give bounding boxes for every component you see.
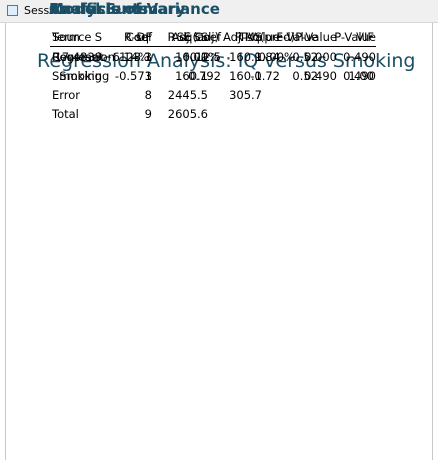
output-title: Regression Analysis: IQ versus Smoking — [37, 50, 416, 72]
table-cell: 6.14% — [112, 49, 149, 64]
table-cell: 160.1 — [229, 68, 262, 83]
table-cell: 0.490 — [343, 68, 376, 83]
column-header: T-Value — [221, 27, 280, 47]
table-cell: 0.52 — [292, 68, 318, 83]
table-cell: 2605.6 — [167, 106, 208, 121]
table-cell: Smoking — [52, 68, 110, 83]
table-cell: Constant — [52, 49, 104, 64]
session-frame — [5, 23, 433, 460]
section-heading: Analysis of Variance — [49, 0, 220, 18]
table-cell: 160.1 — [175, 49, 208, 64]
table-cell: 2445.5 — [167, 87, 208, 102]
table-cell — [262, 85, 318, 104]
table-cell: 0.52 — [292, 49, 318, 64]
table-cell: 9.84 — [254, 49, 280, 64]
table-cell: 160.1 — [229, 49, 262, 64]
table-cell: 0.490 — [304, 68, 337, 83]
table-cell: Total — [52, 106, 79, 121]
column-header: Coef — [110, 27, 152, 47]
window-icon — [7, 5, 18, 16]
table-cell: -0.573 — [114, 68, 152, 83]
table-cell: 160.1 — [175, 68, 208, 83]
table-cell: 17.4839 — [54, 49, 102, 64]
table-cell: 305.7 — [229, 87, 262, 102]
table-cell: Error — [52, 87, 81, 102]
table-cell: 0.00% — [258, 49, 295, 64]
table-row: Regression 1 160.1 160.1 0.52 0.490 — [52, 47, 376, 67]
table-cell — [318, 85, 376, 104]
table-cell: 0.000 — [304, 49, 337, 64]
table-cell: 1.00 — [348, 68, 374, 83]
table-cell: 8 — [144, 87, 152, 102]
table-cell — [262, 104, 318, 123]
table-row: Smoking 1 160.1 160.1 0.52 0.490 — [52, 66, 376, 85]
table-cell: 9 — [144, 106, 152, 121]
column-header: P-Value — [280, 27, 337, 47]
table-row: Error 8 2445.5 305.7 — [52, 85, 376, 104]
header-row: Term Coef SE Coef T-Value P-Value VIF — [52, 27, 374, 47]
table-cell: -0.72 — [250, 68, 280, 83]
table-row: 17.4839 6.14% 0.00% 0.00% — [50, 47, 295, 67]
table-cell: 1 — [144, 68, 152, 83]
column-header: Term — [52, 27, 110, 47]
window-title: Session — [24, 4, 66, 17]
table-cell — [208, 104, 262, 123]
data-table: Term Coef SE Coef T-Value P-Value VIF Constant… — [52, 27, 374, 85]
table-cell: 12.5 — [195, 49, 221, 64]
table-row: Smoking -0.573 0.792 -0.72 0.490 1.00 — [52, 66, 374, 85]
section-heading: Coefficients — [49, 0, 149, 18]
column-header: SE Coef — [152, 27, 221, 47]
column-header: VIF — [337, 27, 374, 47]
table-cell: 0.792 — [188, 68, 221, 83]
table-cell: 1 — [144, 49, 152, 64]
table-cell: 0.490 — [343, 49, 376, 64]
table-row: Constant 123.3 12.5 9.84 0.000 — [52, 47, 374, 67]
table-cell — [318, 104, 376, 123]
table-cell: Regression — [52, 49, 115, 64]
table-cell: 0.00% — [182, 49, 219, 64]
table-cell: Smoking — [52, 68, 102, 83]
table-row: Total 9 2605.6 — [52, 104, 376, 123]
section-heading: Model Summary — [49, 0, 186, 18]
table-cell: 123.3 — [119, 49, 152, 64]
title-bar: Session — [0, 0, 438, 23]
table-cell — [337, 47, 374, 67]
